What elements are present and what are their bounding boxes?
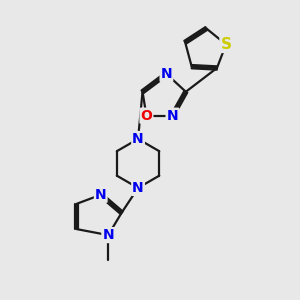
Text: S: S [220, 37, 232, 52]
Text: N: N [102, 228, 114, 242]
Text: N: N [95, 188, 106, 202]
Text: N: N [160, 67, 172, 81]
Text: N: N [132, 181, 144, 195]
Text: O: O [140, 109, 152, 123]
Text: N: N [167, 109, 178, 123]
Text: N: N [132, 132, 144, 146]
